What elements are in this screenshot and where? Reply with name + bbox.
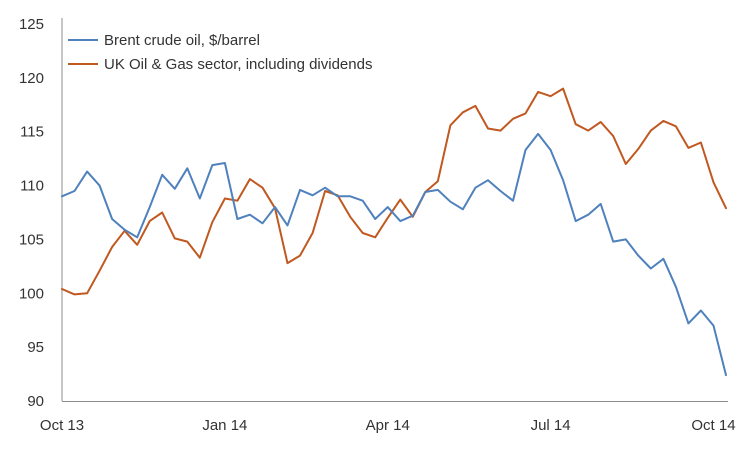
x-tick-label: Oct 14 (691, 417, 735, 434)
x-tick-label: Jul 14 (531, 417, 571, 434)
legend-label: UK Oil & Gas sector, including dividends (104, 56, 372, 73)
y-tick-label: 100 (19, 285, 44, 302)
legend: Brent crude oil, $/barrel UK Oil & Gas se… (68, 32, 372, 73)
y-tick-label: 115 (20, 124, 44, 141)
y-tick-label: 120 (19, 70, 44, 87)
x-tick-label: Jan 14 (202, 417, 247, 434)
x-tick-label: Oct 13 (40, 417, 84, 434)
y-tick-label: 105 (19, 231, 44, 248)
y-tick-label: 110 (20, 178, 44, 195)
series-line-uk-oil-gas-sector (61, 87, 727, 296)
y-tick-label: 125 (19, 16, 44, 33)
y-tick-label: 95 (27, 339, 44, 356)
x-tick-label: Apr 14 (366, 417, 410, 434)
legend-label: Brent crude oil, $/barrel (104, 32, 260, 49)
x-axis-tick-labels: Oct 13 Jan 14 Apr 14 Jul 14 Oct 14 (40, 417, 736, 434)
y-axis-tick-labels: 90 95 100 105 110 115 120 125 (19, 16, 44, 410)
series-line-brent-crude-oil (61, 132, 727, 377)
series-lines (61, 87, 727, 377)
y-tick-label: 90 (27, 393, 44, 410)
axes (61, 18, 728, 402)
